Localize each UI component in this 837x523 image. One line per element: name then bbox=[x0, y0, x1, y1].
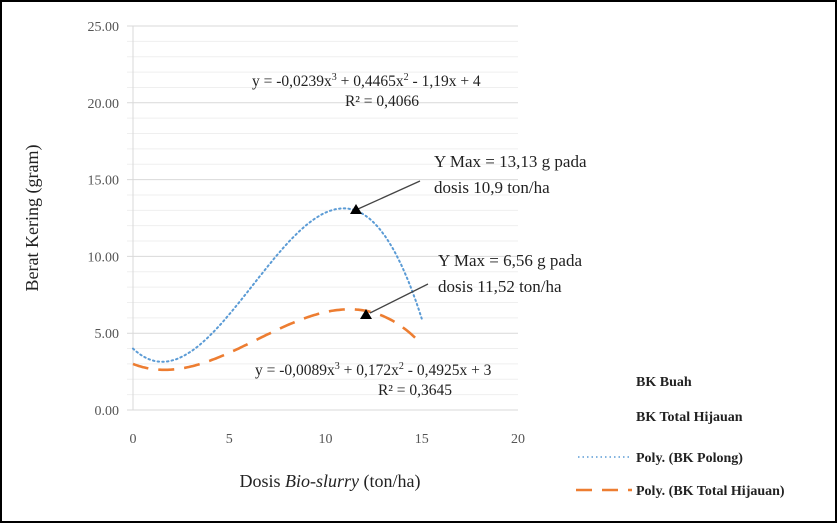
legend: BK Buah BK Total Hijauan Poly. (BK Polon… bbox=[576, 375, 785, 499]
legend-item-bk-total-hijauan: BK Total Hijauan bbox=[636, 410, 743, 425]
x-tick-label: 10 bbox=[319, 432, 333, 447]
y-tick-label: 20.00 bbox=[88, 97, 120, 112]
legend-item-poly-polong: Poly. (BK Polong) bbox=[636, 451, 743, 466]
x-axis-label: Dosis Bio-slurry (ton/ha) bbox=[240, 471, 421, 492]
x-tick-label: 15 bbox=[415, 432, 429, 447]
gridlines bbox=[127, 25, 518, 411]
x-tick-label: 20 bbox=[511, 432, 525, 447]
trendline-polong bbox=[132, 207, 423, 363]
trendlines bbox=[132, 207, 423, 372]
max-marker-hijauan bbox=[360, 309, 372, 319]
annotation-hijauan-line1: Y Max = 6,56 g pada bbox=[438, 251, 582, 270]
tick-labels: 0.00 5.00 10.00 15.00 20.00 25.00 0 5 10 15 20 bbox=[88, 20, 526, 447]
annotation-hijauan-line2: dosis 11,52 ton/ha bbox=[438, 277, 562, 296]
legend-item-poly-total-hijauan: Poly. (BK Total Hijauan) bbox=[636, 484, 785, 499]
r2-total-hijauan: R² = 0,3645 bbox=[378, 382, 452, 399]
legend-item-bk-buah: BK Buah bbox=[636, 375, 692, 390]
max-marker-polong bbox=[350, 204, 362, 214]
annotation-polong-line2: dosis 10,9 ton/ha bbox=[434, 178, 550, 197]
annotation-polong-line1: Y Max = 13,13 g pada bbox=[434, 152, 587, 171]
y-tick-label: 15.00 bbox=[88, 174, 120, 189]
arrow-polong bbox=[357, 180, 421, 210]
y-axis-label: Berat Kering (gram) bbox=[22, 145, 43, 292]
equation-polong: y = -0,0239x3 + 0,4465x2 - 1,19x + 4 bbox=[252, 72, 481, 90]
trendline-total-hijauan bbox=[132, 307, 423, 372]
x-tick-label: 0 bbox=[130, 432, 137, 447]
y-tick-label: 10.00 bbox=[88, 250, 120, 265]
y-tick-label: 25.00 bbox=[88, 20, 120, 35]
r2-polong: R² = 0,4066 bbox=[345, 93, 419, 110]
x-tick-label: 5 bbox=[226, 432, 233, 447]
equation-total-hijauan: y = -0,0089x3 + 0,172x2 - 0,4925x + 3 bbox=[255, 361, 492, 379]
arrow-hijauan bbox=[369, 283, 429, 314]
y-tick-label: 0.00 bbox=[95, 404, 120, 419]
y-tick-label: 5.00 bbox=[95, 327, 120, 342]
